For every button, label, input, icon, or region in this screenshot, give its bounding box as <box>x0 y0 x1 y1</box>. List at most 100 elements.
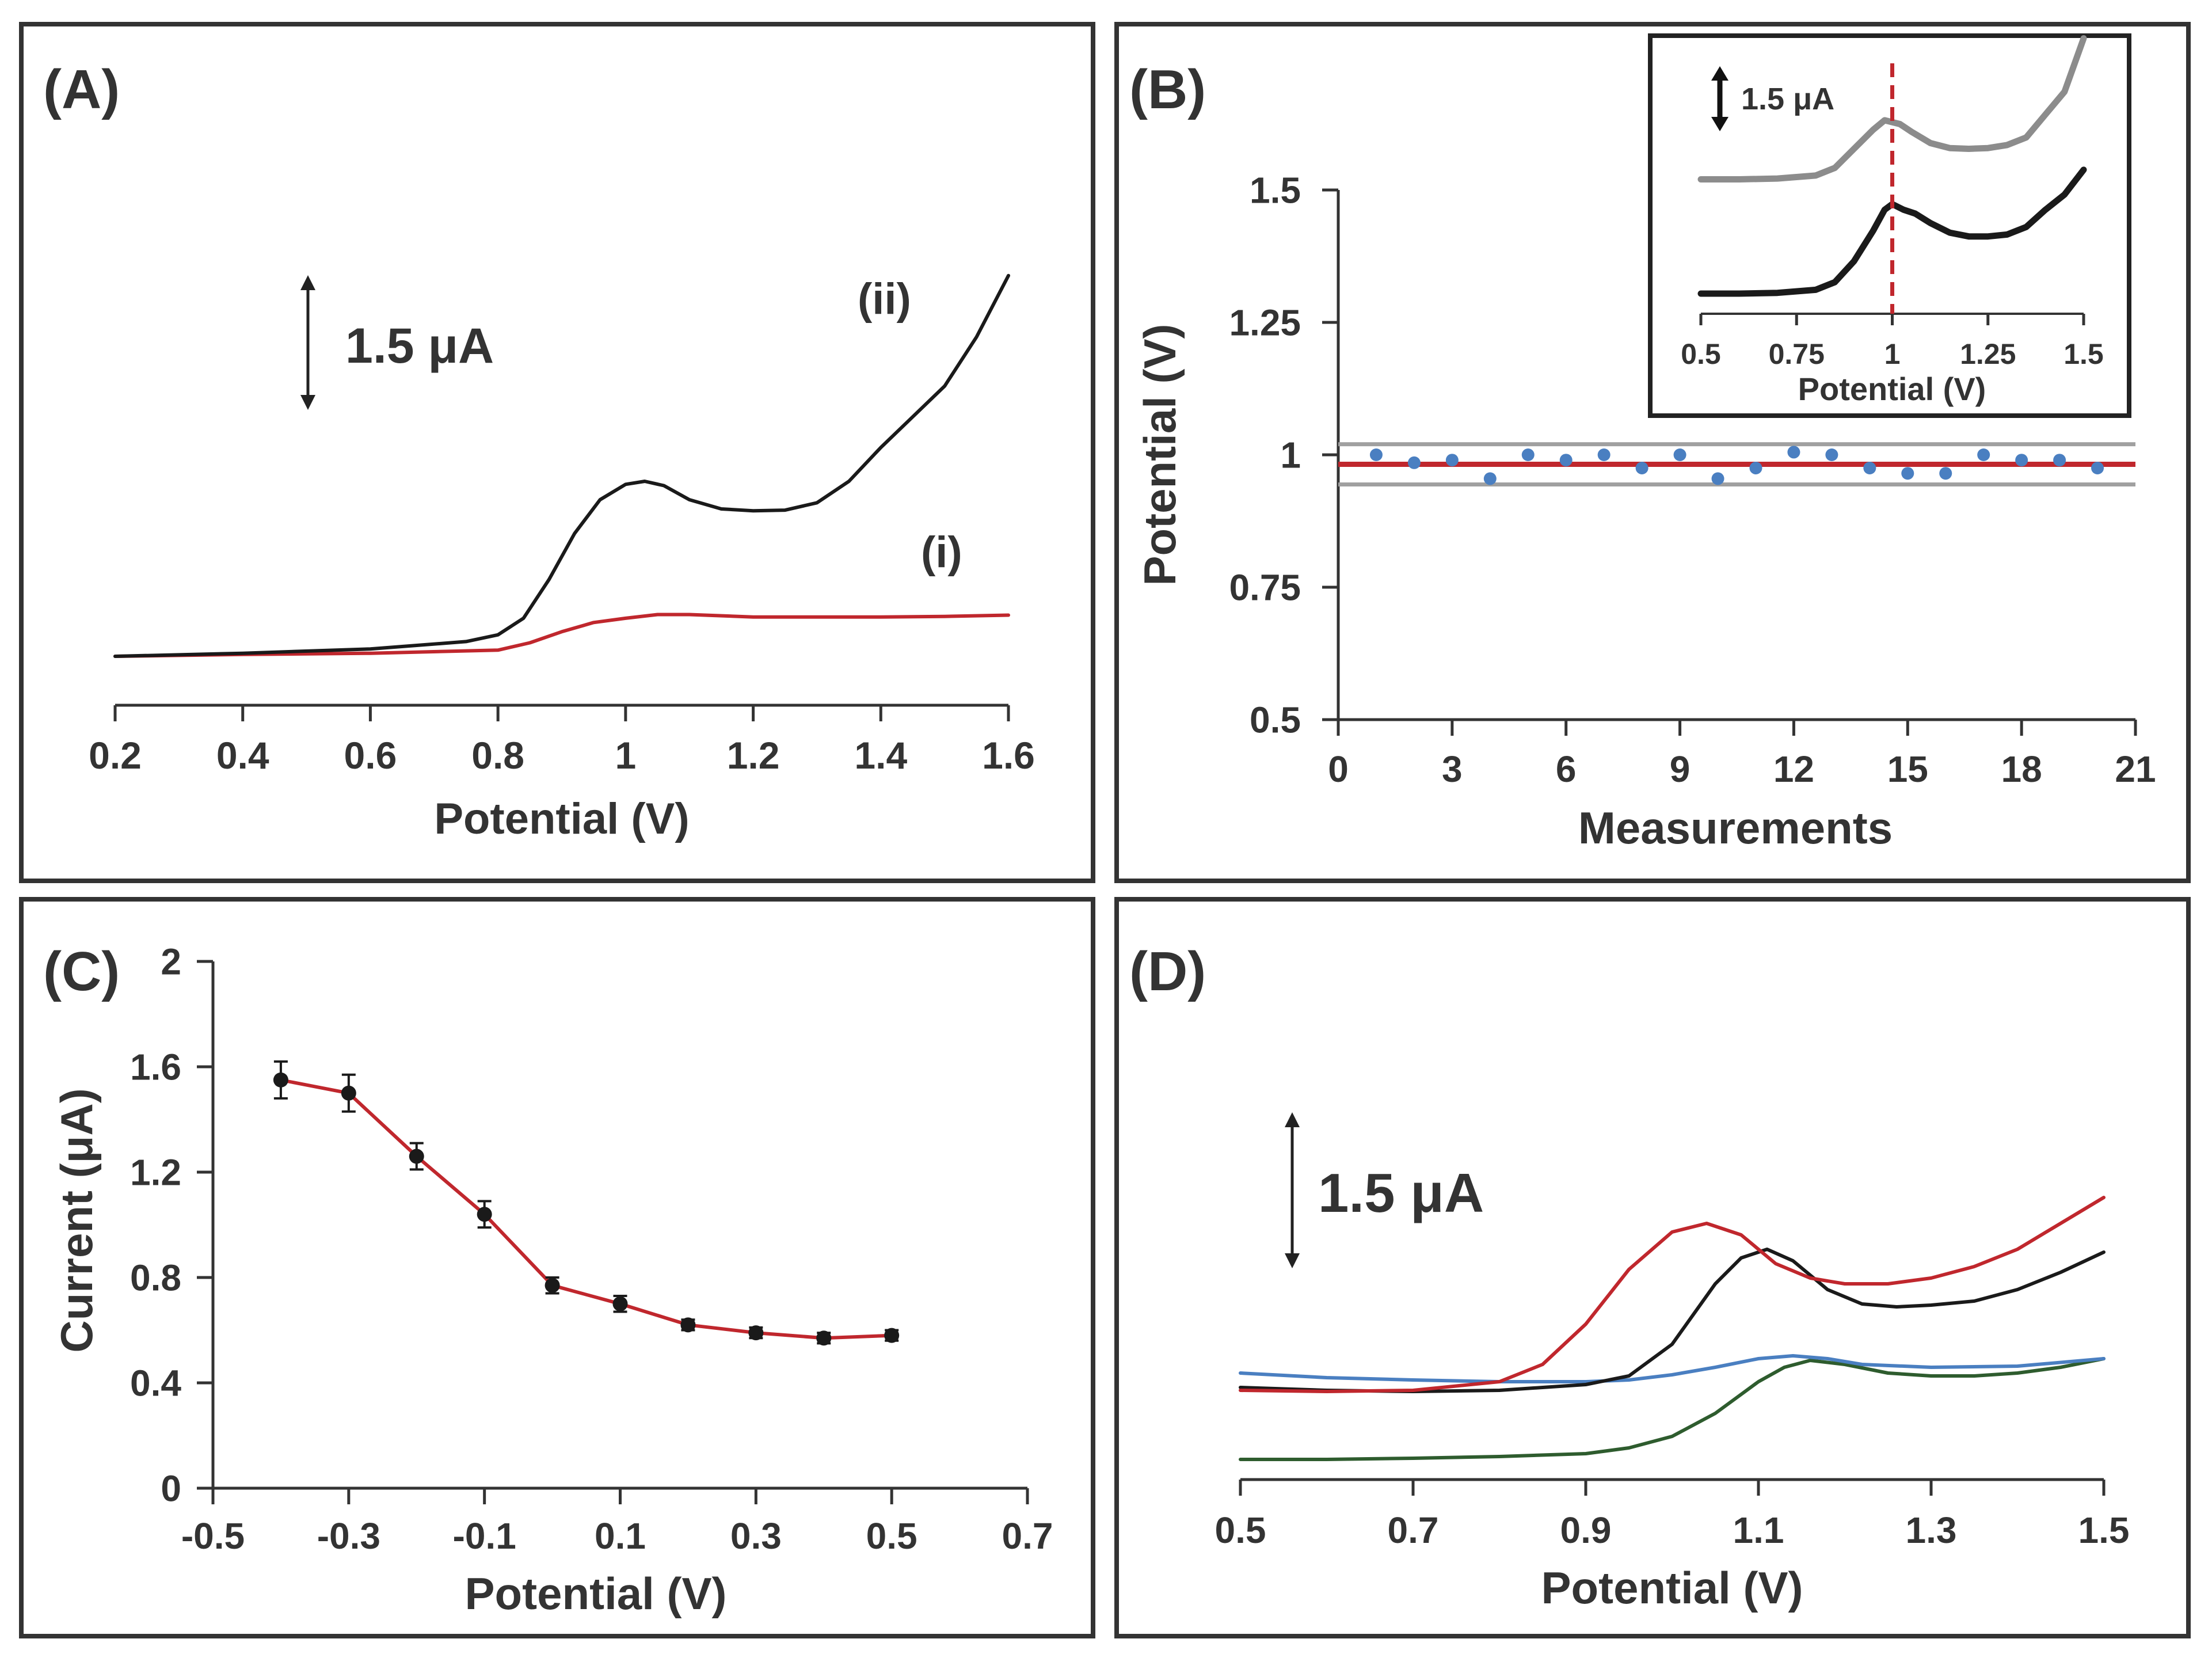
panel-b-data-point <box>1483 472 1497 485</box>
panel-b-frame <box>1114 22 2191 883</box>
panel-c-data-point <box>477 1207 492 1222</box>
panel-b-data-point <box>1787 446 1800 459</box>
panel-b-y-tick-label: 1 <box>1280 434 1301 476</box>
panel-a-chart: 0.2 0.4 0.6 0.8 1 1.2 1.4 1.6 1.5 μA (ii) (i) P… <box>89 273 1035 843</box>
panel-b-x-label: Measurements <box>1578 803 1893 853</box>
panel-c-data-point <box>884 1328 900 1343</box>
panel-c-x-tick-label: -0.5 <box>181 1515 245 1557</box>
panel-b-data-point <box>1901 467 1914 480</box>
panel-d-series-green <box>1239 1357 2106 1461</box>
panel-c-data-point <box>680 1317 696 1333</box>
panel-c-data-point <box>612 1296 628 1311</box>
panel-b-data-point <box>1939 467 1952 480</box>
panel-d-x-tick-label: 0.9 <box>1560 1509 1612 1551</box>
panel-d-x-tick-label: 1.5 <box>2078 1509 2130 1551</box>
panel-d-x-tick-label: 0.7 <box>1388 1509 1439 1551</box>
panel-b-inset-x-tick-label: 1.5 <box>2063 338 2104 370</box>
panel-c-y-tick-label: 2 <box>161 941 181 982</box>
panel-d-chart: 0.5 0.7 0.9 1.1 1.3 1.5 1.5 μA Potential (V) <box>1215 1112 2130 1613</box>
panel-b-inset-series-black <box>1697 166 2087 297</box>
panel-c-data-point <box>273 1072 288 1088</box>
panel-b-data-point <box>2091 462 2104 474</box>
panel-c-x-tick-label: -0.3 <box>317 1515 380 1557</box>
panel-c-data-point <box>816 1330 832 1346</box>
panel-b-y-tick-label: 0.75 <box>1229 566 1301 608</box>
panel-b-y-tick-label: 1.5 <box>1250 169 1301 211</box>
panel-c-x-label: Potential (V) <box>465 1568 726 1619</box>
panel-a-x-tick-label: 0.4 <box>216 734 269 777</box>
panel-b-inset-x-label: Potential (V) <box>1798 371 1986 407</box>
panel-b-inset-scale-arrow-up <box>1711 66 1729 81</box>
panel-c-data-point <box>748 1325 764 1341</box>
panel-b-data-point <box>1445 454 1459 467</box>
panel-d-letter: (D) <box>1129 941 1206 1002</box>
panel-c-y-tick-label: 0.8 <box>130 1257 181 1298</box>
panel-b-inset-scale-label: 1.5 μA <box>1741 82 1834 116</box>
panel-c-x-tick-label: 0.1 <box>595 1515 646 1557</box>
panel-c-letter: (C) <box>43 941 120 1002</box>
panel-b-x-tick-label: 21 <box>2115 748 2156 790</box>
panel-b-data-point <box>1635 462 1648 474</box>
panel-c-y-tick-label: 1.2 <box>130 1151 181 1193</box>
panel-d-series-red <box>1239 1196 2106 1393</box>
panel-b-data-point <box>1521 448 1535 461</box>
panel-b-data-point <box>1369 448 1383 461</box>
panel-c-y-tick-label: 0.4 <box>130 1362 181 1404</box>
panel-a-series-ii <box>113 273 1010 658</box>
panel-b-y-tick-label: 1.25 <box>1229 302 1301 343</box>
panel-b-y-label: Potential (V) <box>1134 324 1185 585</box>
panel-a-curve-label-i: (i) <box>921 528 962 577</box>
panel-b-inset-x-tick-label: 0.75 <box>1769 338 1825 370</box>
panel-c-data-point <box>409 1149 424 1164</box>
panel-a-frame <box>19 22 1095 883</box>
panel-d-scale-arrow-down <box>1285 1253 1300 1268</box>
panel-c-x-tick-label: -0.1 <box>453 1515 516 1557</box>
panel-b-x-tick-label: 6 <box>1556 748 1577 790</box>
panel-d-scale-label: 1.5 μA <box>1318 1162 1484 1224</box>
panel-b-data-point <box>1863 462 1876 474</box>
panel-b-inset-scale-arrow-down <box>1711 117 1729 131</box>
panel-c-x-tick-label: 0.3 <box>730 1515 782 1557</box>
panel-d-series-black <box>1239 1248 2106 1393</box>
panel-a-x-tick-label: 0.2 <box>89 734 142 777</box>
panel-b-data-point <box>1597 448 1611 461</box>
panel-a-letter: (A) <box>43 59 120 120</box>
panel-b-y-tick-label: 0.5 <box>1250 699 1301 740</box>
panel-b-inset-x-tick-label: 1.25 <box>1960 338 2016 370</box>
panel-b-chart: 0 3 6 9 12 15 18 21 0.5 0.75 1 1.25 1.5 Measurements… <box>1134 33 2156 853</box>
panel-a-x-tick-label: 1.6 <box>982 734 1035 777</box>
panel-a-x-tick-label: 0.6 <box>344 734 397 777</box>
panel-c-y-tick-label: 0 <box>161 1467 181 1509</box>
panel-b-x-tick-label: 15 <box>1887 748 1928 790</box>
panel-c-data-point <box>341 1085 356 1101</box>
panel-d-series-blue <box>1239 1354 2106 1383</box>
panel-c-frame <box>19 897 1095 1638</box>
panel-b-letter: (B) <box>1129 59 1206 120</box>
panel-c-x-tick-label: 0.7 <box>1002 1515 1053 1557</box>
panel-c-chart: -0.5 -0.3 -0.1 0.1 0.3 0.5 0.7 0 0.4 0.8 1.2 1.6 2 P… <box>51 941 1053 1619</box>
panel-d-x-label: Potential (V) <box>1541 1562 1803 1613</box>
panel-a-x-tick-label: 1.4 <box>854 734 907 777</box>
panel-d-x-tick-label: 1.1 <box>1733 1509 1784 1551</box>
panel-a-x-label: Potential (V) <box>434 794 689 843</box>
panel-a-curve-label-ii: (ii) <box>858 275 911 324</box>
panel-a-x-tick-label: 0.8 <box>471 734 524 777</box>
panel-b-inset-x-tick-label: 1 <box>1884 338 1901 370</box>
panel-c-x-tick-label: 0.5 <box>866 1515 917 1557</box>
panel-b-data-point <box>1977 448 1990 461</box>
panel-b-inset: 0.5 0.75 1 1.25 1.5 1.5 μA Potential (V) <box>1648 33 2131 418</box>
panel-b-inset-frame <box>1648 33 2131 418</box>
panel-c-y-label: Current (μA) <box>51 1088 102 1352</box>
panel-d-scale-arrow-up <box>1285 1112 1300 1127</box>
panel-c-line <box>280 1078 892 1340</box>
panel-b-x-tick-label: 9 <box>1670 748 1691 790</box>
panel-b-x-tick-label: 12 <box>1773 748 1814 790</box>
panel-c-data-point <box>545 1277 560 1293</box>
panel-a-scale-arrow-up <box>300 275 315 290</box>
panel-d-x-tick-label: 1.3 <box>1906 1509 1957 1551</box>
panel-b-data-point <box>1673 448 1686 461</box>
panel-a-scale-arrow-down <box>300 395 315 410</box>
panel-b-inset-x-tick-label: 0.5 <box>1681 338 1721 370</box>
panel-b-data-point <box>2015 454 2028 467</box>
panel-b-x-tick-label: 18 <box>2001 748 2042 790</box>
